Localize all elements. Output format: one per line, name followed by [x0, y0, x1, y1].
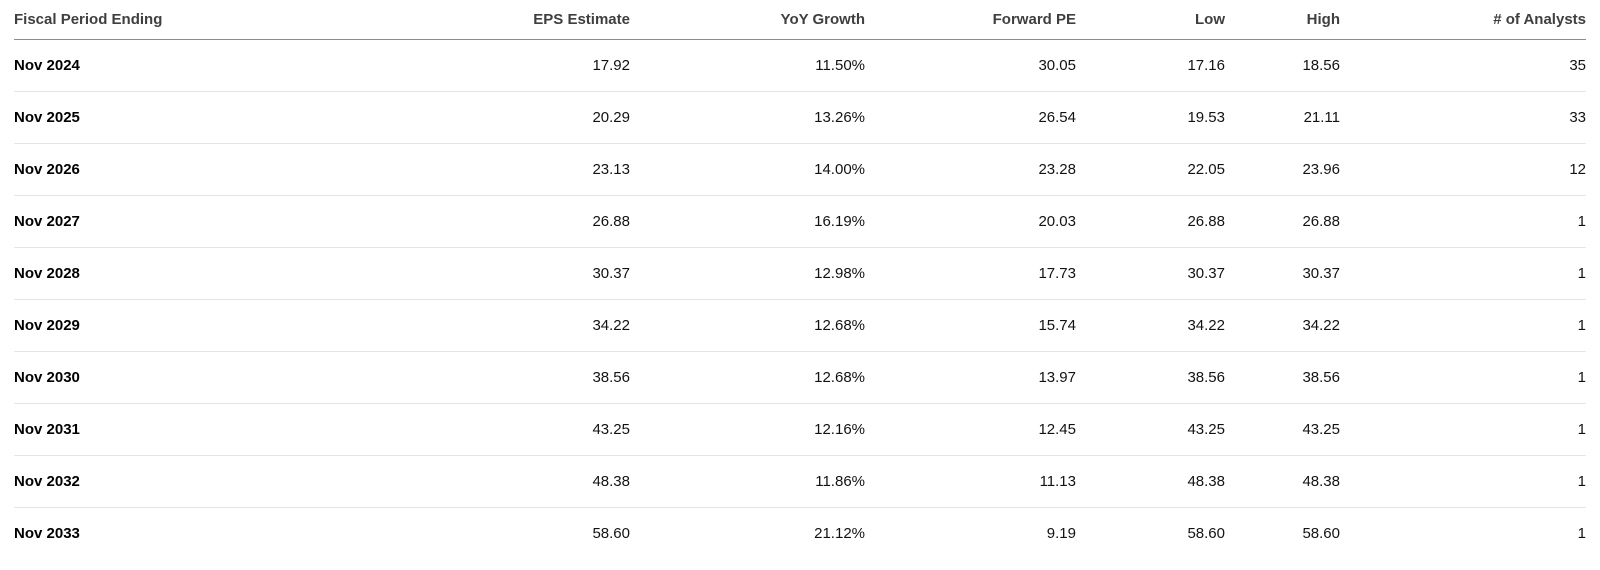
- cell-high: 34.22: [1225, 299, 1340, 352]
- cell-eps: 23.13: [414, 143, 630, 196]
- table-row: Nov 2029 34.22 12.68% 15.74 34.22 34.22 1: [14, 299, 1586, 352]
- cell-yoy: 14.00%: [630, 143, 865, 196]
- cell-period: Nov 2030: [14, 351, 414, 404]
- cell-fpe: 11.13: [865, 455, 1076, 508]
- cell-eps: 58.60: [592, 525, 630, 542]
- col-header-low: Low: [1076, 0, 1225, 40]
- cell-eps: 43.25: [414, 403, 630, 456]
- col-header-yoy-growth: YoY Growth: [630, 0, 865, 40]
- cell-yoy: 12.68%: [630, 299, 865, 352]
- col-header-high: High: [1225, 0, 1340, 40]
- cell-high: 43.25: [1225, 403, 1340, 456]
- cell-fpe: 15.74: [865, 299, 1076, 352]
- cell-fpe: 12.45: [865, 403, 1076, 456]
- cell-fpe: 9.19: [1046, 525, 1076, 542]
- cell-low: 30.37: [1076, 247, 1225, 300]
- cell-analysts: 1: [1340, 455, 1586, 508]
- cell-analysts: 33: [1340, 91, 1586, 144]
- cell-low: 58.60: [1187, 525, 1225, 542]
- cell-period: Nov 2033: [14, 525, 80, 542]
- cell-period: Nov 2029: [14, 299, 414, 352]
- cell-eps: 48.38: [414, 455, 630, 508]
- cell-yoy: 12.68%: [630, 351, 865, 404]
- cell-eps: 26.88: [414, 195, 630, 248]
- cell-low: 19.53: [1076, 91, 1225, 144]
- col-header-fiscal-period-ending: Fiscal Period Ending: [14, 0, 414, 40]
- cell-high: 38.56: [1225, 351, 1340, 404]
- cell-low: 38.56: [1076, 351, 1225, 404]
- table-row: Nov 2031 43.25 12.16% 12.45 43.25 43.25 1: [14, 403, 1586, 456]
- cell-eps: 38.56: [414, 351, 630, 404]
- cell-high: 30.37: [1225, 247, 1340, 300]
- cell-analysts: 1: [1340, 299, 1586, 352]
- cell-low: 43.25: [1076, 403, 1225, 456]
- cell-low: 17.16: [1076, 39, 1225, 92]
- cell-low: 34.22: [1076, 299, 1225, 352]
- earnings-estimates-table: Fiscal Period Ending EPS Estimate YoY Gr…: [14, 0, 1586, 559]
- cell-high: 58.60: [1302, 525, 1340, 542]
- cell-high: 23.96: [1225, 143, 1340, 196]
- cell-period: Nov 2027: [14, 195, 414, 248]
- cell-analysts: 1: [1577, 525, 1586, 542]
- cell-high: 48.38: [1225, 455, 1340, 508]
- col-header-eps-estimate: EPS Estimate: [414, 0, 630, 40]
- cell-period: Nov 2024: [14, 39, 414, 92]
- cell-period: Nov 2031: [14, 403, 414, 456]
- table-row: Nov 2027 26.88 16.19% 20.03 26.88 26.88 1: [14, 195, 1586, 248]
- cell-eps: 30.37: [414, 247, 630, 300]
- cell-fpe: 23.28: [865, 143, 1076, 196]
- table-row: Nov 2025 20.29 13.26% 26.54 19.53 21.11 33: [14, 91, 1586, 144]
- table-header: Fiscal Period Ending EPS Estimate YoY Gr…: [14, 0, 1586, 40]
- cell-yoy: 12.98%: [630, 247, 865, 300]
- cell-analysts: 1: [1340, 403, 1586, 456]
- cell-period: Nov 2028: [14, 247, 414, 300]
- col-header-num-analysts: # of Analysts: [1340, 0, 1586, 40]
- cell-yoy: 13.26%: [630, 91, 865, 144]
- cell-analysts: 1: [1340, 195, 1586, 248]
- cell-fpe: 17.73: [865, 247, 1076, 300]
- cell-eps: 20.29: [414, 91, 630, 144]
- cell-fpe: 30.05: [865, 39, 1076, 92]
- cell-fpe: 26.54: [865, 91, 1076, 144]
- header-row: Fiscal Period Ending EPS Estimate YoY Gr…: [14, 0, 1586, 40]
- table-row: Nov 2032 48.38 11.86% 11.13 48.38 48.38 1: [14, 455, 1586, 508]
- cell-eps: 34.22: [414, 299, 630, 352]
- cell-low: 48.38: [1076, 455, 1225, 508]
- cell-low: 26.88: [1076, 195, 1225, 248]
- cell-analysts: 1: [1340, 351, 1586, 404]
- cell-eps: 17.92: [414, 39, 630, 92]
- table-row: Nov 2028 30.37 12.98% 17.73 30.37 30.37 1: [14, 247, 1586, 300]
- cell-period: Nov 2026: [14, 143, 414, 196]
- cell-yoy: 21.12%: [814, 525, 865, 542]
- cell-fpe: 20.03: [865, 195, 1076, 248]
- table-row: Nov 2033 58.60 21.12% 9.19 58.60 58.60 1: [14, 508, 1586, 560]
- table-row: Nov 2026 23.13 14.00% 23.28 22.05 23.96 12: [14, 143, 1586, 196]
- cell-analysts: 12: [1340, 143, 1586, 196]
- table-body: Nov 2024 17.92 11.50% 30.05 17.16 18.56 35 Nov …: [14, 39, 1586, 560]
- table-row: Nov 2030 38.56 12.68% 13.97 38.56 38.56 1: [14, 351, 1586, 404]
- cell-analysts: 1: [1340, 247, 1586, 300]
- cell-yoy: 11.86%: [630, 455, 865, 508]
- cell-high: 21.11: [1225, 91, 1340, 144]
- cell-high: 26.88: [1225, 195, 1340, 248]
- cell-yoy: 12.16%: [630, 403, 865, 456]
- cell-low: 22.05: [1076, 143, 1225, 196]
- cell-analysts: 35: [1340, 39, 1586, 92]
- cell-yoy: 11.50%: [630, 39, 865, 92]
- cell-high: 18.56: [1225, 39, 1340, 92]
- cell-period: Nov 2025: [14, 91, 414, 144]
- table-row: Nov 2024 17.92 11.50% 30.05 17.16 18.56 35: [14, 39, 1586, 92]
- cell-yoy: 16.19%: [630, 195, 865, 248]
- cell-period: Nov 2032: [14, 455, 414, 508]
- col-header-forward-pe: Forward PE: [865, 0, 1076, 40]
- cell-fpe: 13.97: [865, 351, 1076, 404]
